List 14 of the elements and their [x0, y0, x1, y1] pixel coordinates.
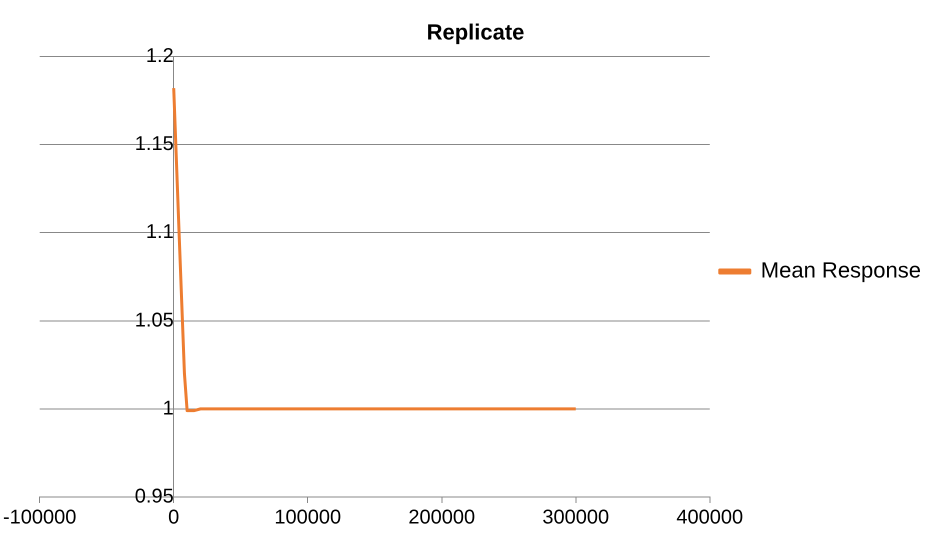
- y-tick-label: 1.1: [146, 221, 174, 244]
- y-tick-label: 1.2: [146, 44, 174, 67]
- y-tick-label: 0.95: [134, 486, 174, 508]
- x-tick-label: 200000: [408, 506, 476, 529]
- x-tick-label: 0: [168, 506, 180, 529]
- y-tick-label: 1.05: [134, 309, 174, 332]
- x-tick-label: 400000: [676, 506, 744, 529]
- y-tick-label: 1: [162, 397, 174, 420]
- x-tick-label: 300000: [542, 506, 610, 529]
- y-tick-label: 1.15: [134, 133, 174, 156]
- chart-title: Replicate: [426, 19, 524, 44]
- x-tick-label: 100000: [274, 506, 342, 529]
- x-tick-label: -100000: [2, 506, 76, 529]
- legend-label: Mean Response: [760, 258, 922, 283]
